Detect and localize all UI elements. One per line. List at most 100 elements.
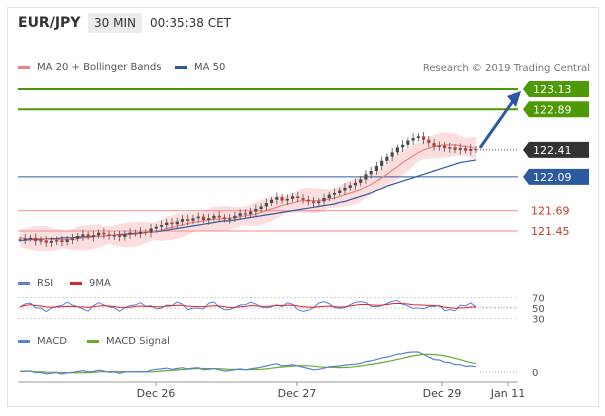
candle-body [458, 148, 462, 150]
candle-body [107, 234, 111, 237]
candle-body [60, 240, 64, 242]
ma50-swatch [175, 65, 187, 69]
candle-body [81, 234, 85, 237]
candle-body [123, 234, 127, 237]
candle-body [432, 143, 436, 147]
candle-body [353, 182, 358, 186]
candle-body [76, 236, 80, 239]
macd-signal-legend-label: MACD Signal [106, 336, 170, 347]
candle-body [442, 145, 447, 149]
candle-body [348, 185, 352, 188]
candle-body [296, 196, 300, 199]
candle-body [159, 225, 164, 227]
candle-body [207, 218, 211, 221]
candle-body [112, 235, 116, 237]
candle-body [186, 219, 190, 221]
legend-9ma: 9MA [70, 278, 111, 289]
candle-body [453, 147, 457, 150]
9ma-swatch [70, 281, 82, 285]
candle-body [39, 240, 43, 242]
candle-body [285, 198, 289, 201]
macd-level-label: 0 [532, 368, 538, 379]
ma20-line [19, 144, 477, 241]
candle-body [18, 239, 22, 241]
legend-rsi: RSI [18, 278, 53, 289]
level-label-121.69: 121.69 [531, 205, 570, 218]
candle-body [469, 149, 473, 151]
legend-ma20: MA 20 + Bollinger Bands [18, 62, 161, 73]
candle-body [102, 232, 106, 235]
9ma-legend-label: 9MA [89, 278, 111, 289]
candle-body [437, 145, 441, 147]
candle-body [201, 216, 206, 221]
level-tag-123.13 [523, 81, 589, 97]
legend-ma50: MA 50 [175, 62, 225, 73]
timeframe-badge[interactable]: 30 MIN [88, 13, 142, 33]
candle-body [86, 234, 90, 237]
level-label-122.41: 122.41 [533, 144, 572, 157]
candles-group [18, 131, 478, 248]
level-label-123.13: 123.13 [533, 83, 572, 96]
level-tag-122.09 [523, 168, 589, 185]
candle-body [380, 160, 384, 166]
candle-body [70, 238, 75, 240]
candle-body [34, 237, 38, 242]
chart-panel: EUR/JPY 30 MIN 00:35:38 CET MA 20 + Boll… [7, 7, 599, 407]
candle-body [175, 221, 179, 225]
candle-body [149, 228, 153, 233]
candle-body [170, 222, 174, 225]
time-label: 00:35:38 CET [150, 16, 231, 30]
candle-body [269, 199, 274, 204]
candle-body [374, 165, 379, 171]
candle-body [463, 148, 468, 151]
candle-body [275, 197, 279, 200]
candle-body [180, 219, 185, 222]
candle-body [427, 139, 431, 144]
rsi-level-label: 50 [532, 304, 545, 315]
candle-body [228, 218, 232, 220]
legend-macd-signal: MACD Signal [87, 336, 170, 347]
candle-body [117, 235, 122, 237]
candle-body [327, 194, 331, 199]
candle-body [322, 198, 326, 202]
candle-body [196, 216, 200, 219]
rsi-line [19, 299, 477, 313]
candle-body [44, 240, 48, 243]
candle-body [144, 231, 148, 234]
candle-body [212, 215, 216, 219]
candle-body [448, 147, 452, 149]
candle-body [238, 213, 242, 216]
candle-body [217, 215, 221, 218]
candle-body [411, 138, 415, 141]
candle-body [364, 174, 368, 180]
x-tick-label-dec-26: Dec 26 [137, 387, 176, 400]
candle-body [91, 235, 95, 237]
chart-header: EUR/JPY 30 MIN 00:35:38 CET [8, 8, 598, 38]
macd-line [19, 351, 477, 375]
candle-body [154, 226, 158, 229]
candle-body [317, 201, 321, 204]
level-tag-122.41 [523, 141, 589, 158]
candle-body [23, 238, 27, 240]
candle-body [55, 240, 59, 242]
forecast-arrow-shaft [478, 100, 515, 149]
rsi-level-label: 30 [532, 315, 545, 326]
candle-body [421, 136, 426, 140]
macd-signal-line [19, 353, 477, 374]
ma50-legend-label: MA 50 [194, 62, 226, 73]
rsi-9ma-line [19, 302, 476, 309]
candle-body [28, 237, 33, 239]
x-tick-label-jan-11: Jan 11 [490, 387, 525, 400]
forecast-arrow-head [507, 91, 521, 107]
symbol-label: EUR/JPY [18, 15, 81, 31]
candle-body [385, 156, 389, 161]
candle-body [243, 213, 247, 215]
rsi-legend-label: RSI [37, 278, 54, 289]
candle-body [49, 241, 54, 243]
x-tick-label-dec-29: Dec 29 [423, 387, 462, 400]
level-label-122.09: 122.09 [533, 171, 572, 184]
credit-text: Research © 2019 Trading Central [422, 63, 590, 74]
rsi-level-label: 70 [532, 293, 545, 304]
candle-body [280, 197, 284, 201]
x-tick-label-dec-27: Dec 27 [278, 387, 317, 400]
